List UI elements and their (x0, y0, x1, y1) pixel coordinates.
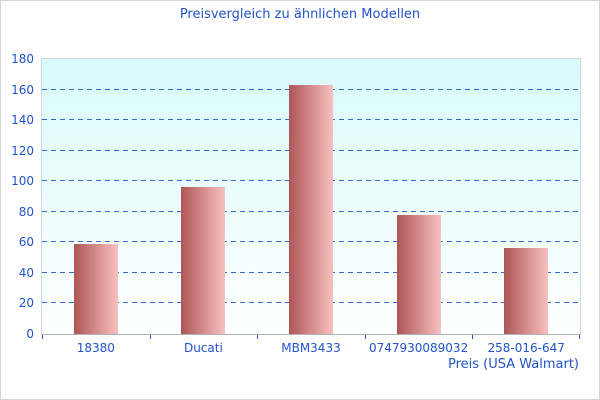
x-axis-title: Preis (USA Walmart) (447, 357, 579, 372)
chart-title: Preisvergleich zu ähnlichen Modellen (179, 7, 421, 22)
y-axis-tick-label: 40 (18, 265, 34, 280)
y-axis-tick-label: 100 (11, 174, 34, 189)
y-axis-tick-label: 120 (11, 143, 34, 158)
x-axis-tick-mark (579, 335, 580, 339)
y-axis-tick-label: 160 (11, 82, 34, 97)
y-axis-tick-label: 180 (11, 52, 34, 66)
x-axis-tick-label: 18380 (76, 341, 115, 355)
bar-MBM3433 (289, 84, 333, 334)
x-axis-tick-label: MBM3433 (281, 341, 341, 355)
bar-0747930089032 (396, 214, 441, 334)
y-axis-tick-label: 60 (18, 235, 34, 250)
y-axis-tick-label: 140 (11, 113, 34, 128)
bar-Ducati (181, 187, 226, 334)
y-axis-tick-label: 20 (18, 296, 34, 311)
bar-258-016-647 (504, 248, 549, 334)
x-axis-tick-mark (42, 335, 43, 339)
x-axis-tick-label: Ducati (183, 341, 223, 355)
y-axis-tick-label: 80 (18, 204, 34, 219)
x-axis-tick-label: 258-016-647 (487, 341, 565, 355)
y-axis-tick-label: 0 (26, 327, 34, 341)
plot-area (41, 58, 581, 335)
x-axis-tick-mark (472, 335, 474, 339)
bar-18380 (73, 243, 118, 334)
x-axis-tick-mark (257, 335, 259, 339)
x-axis-tick-mark (149, 335, 151, 339)
x-axis-tick-mark (364, 335, 366, 339)
x-axis-tick-label: 0747930089032 (368, 341, 469, 355)
